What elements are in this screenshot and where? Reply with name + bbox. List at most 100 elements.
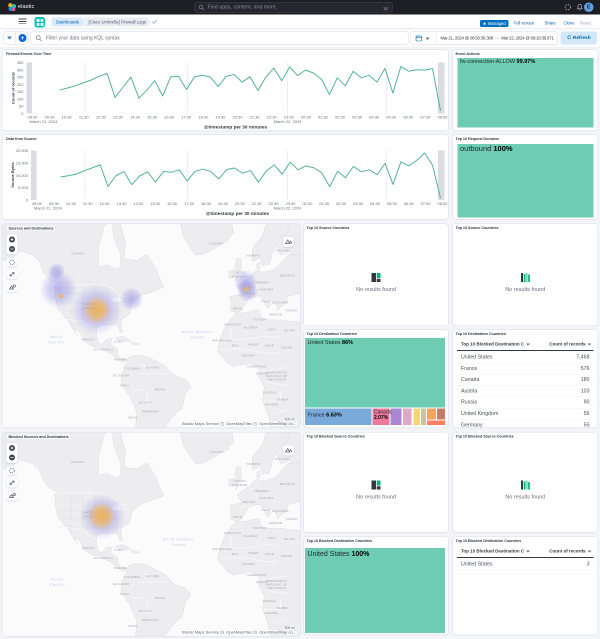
svg-text:12:30: 12:30: [96, 115, 107, 120]
svg-text:16:30: 16:30: [167, 201, 178, 206]
svg-text:GUATEMALA: GUATEMALA: [94, 556, 114, 560]
svg-text:SUDAN: SUDAN: [281, 554, 292, 558]
svg-text:ICELAND: ICELAND: [209, 450, 224, 454]
svg-text:GERMANY: GERMANY: [253, 489, 269, 493]
svg-text:ZAMBIA: ZAMBIA: [276, 606, 288, 610]
svg-text:Pacific: Pacific: [49, 341, 65, 345]
svg-text:THE CONGO: THE CONGO: [267, 378, 287, 382]
svg-text:FINLAND: FINLAND: [276, 457, 291, 461]
svg-text:GABON: GABON: [256, 580, 268, 584]
svg-text:14:30: 14:30: [130, 115, 141, 120]
svg-text:23:30: 23:30: [284, 115, 295, 120]
svg-text:300: 300: [17, 67, 24, 72]
svg-text:DEMOCRATIC: DEMOCRATIC: [266, 371, 288, 375]
svg-text:North: North: [50, 335, 62, 339]
svg-text:STATES: STATES: [82, 515, 94, 519]
svg-text:10:30: 10:30: [62, 115, 73, 120]
svg-text:NORWAY: NORWAY: [246, 254, 260, 258]
svg-text:MOROCCO: MOROCCO: [224, 531, 242, 535]
svg-text:GREECE: GREECE: [269, 521, 283, 525]
svg-text:FINLAND: FINLAND: [276, 249, 291, 253]
svg-text:09:30: 09:30: [45, 115, 56, 120]
svg-text:15:30: 15:30: [150, 201, 161, 206]
svg-text:ECUADOR: ECUADOR: [113, 582, 130, 586]
svg-text:North Atlantic: North Atlantic: [182, 330, 213, 334]
svg-text:NORWAY: NORWAY: [246, 462, 260, 466]
svg-text:06:30: 06:30: [404, 201, 415, 206]
svg-text:CAMEROON: CAMEROON: [247, 365, 266, 369]
svg-text:Source Bytes: Source Bytes: [10, 161, 15, 187]
svg-text:06:30: 06:30: [403, 115, 414, 120]
svg-text:05:30: 05:30: [386, 115, 397, 120]
svg-text:07:30: 07:30: [421, 201, 432, 206]
svg-text:COLOMBIA: COLOMBIA: [123, 575, 140, 579]
svg-text:CHAD: CHAD: [265, 344, 275, 348]
svg-text:350: 350: [17, 60, 24, 65]
svg-text:08:30: 08:30: [437, 115, 448, 120]
svg-text:20:30: 20:30: [235, 201, 246, 206]
svg-text:AUSTRIA: AUSTRIA: [259, 288, 273, 292]
svg-text:CHILE: CHILE: [128, 416, 138, 420]
svg-text:GUYANA: GUYANA: [146, 366, 159, 370]
svg-text:10,000: 10,000: [16, 173, 29, 178]
svg-text:11:30: 11:30: [79, 115, 89, 120]
svg-text:04:30: 04:30: [369, 115, 380, 120]
svg-text:0: 0: [26, 198, 29, 203]
svg-text:ITALY: ITALY: [261, 300, 270, 304]
svg-text:FRANCE: FRANCE: [242, 500, 255, 504]
svg-text:UNITED: UNITED: [233, 479, 246, 483]
svg-text:100: 100: [17, 96, 24, 101]
svg-text:SPAIN: SPAIN: [233, 307, 243, 311]
svg-text:TURKEY: TURKEY: [285, 309, 298, 313]
svg-text:BRAZIL: BRAZIL: [155, 596, 167, 600]
svg-text:CUBA: CUBA: [114, 548, 123, 552]
svg-text:KINGDOM: KINGDOM: [232, 275, 248, 279]
svg-text:5,000: 5,000: [18, 185, 29, 190]
svg-text:ZAMBIA: ZAMBIA: [276, 398, 288, 402]
svg-text:CHILE: CHILE: [128, 624, 138, 628]
svg-text:NIGER: NIGER: [248, 343, 259, 347]
svg-text:08:30: 08:30: [27, 115, 38, 120]
svg-text:BELARUS: BELARUS: [280, 482, 295, 486]
svg-text:EGYPT: EGYPT: [284, 537, 295, 541]
svg-text:DEMOCRATIC: DEMOCRATIC: [266, 579, 288, 583]
svg-text:PANAMA: PANAMA: [114, 566, 127, 570]
svg-text:TUNISIA: TUNISIA: [253, 526, 266, 530]
svg-text:MAURITANIA: MAURITANIA: [213, 547, 233, 551]
svg-text:15,000: 15,000: [16, 160, 29, 165]
svg-text:ITALY: ITALY: [261, 508, 270, 512]
svg-text:14:30: 14:30: [133, 201, 144, 206]
svg-text:ECUADOR: ECUADOR: [113, 374, 130, 378]
svg-text:@timestamp per 30 minutes: @timestamp per 30 minutes: [204, 125, 268, 131]
svg-text:Ocean: Ocean: [190, 336, 204, 340]
svg-text:@timestamp per 30 minutes: @timestamp per 30 minutes: [206, 211, 270, 217]
svg-text:MAURITANIA: MAURITANIA: [213, 339, 233, 343]
svg-text:BRAZIL: BRAZIL: [155, 388, 167, 392]
svg-text:MEXICO: MEXICO: [82, 338, 95, 342]
svg-text:LIBYA: LIBYA: [267, 328, 276, 332]
svg-text:GREECE: GREECE: [269, 313, 283, 317]
svg-text:MALI: MALI: [232, 552, 240, 556]
svg-text:UNITED: UNITED: [233, 271, 246, 275]
svg-text:08:30: 08:30: [32, 201, 43, 206]
svg-text:16:30: 16:30: [164, 115, 175, 120]
svg-text:GABON: GABON: [256, 372, 268, 376]
svg-text:20:30: 20:30: [232, 115, 243, 120]
svg-text:NAMIBIA: NAMIBIA: [265, 611, 278, 615]
svg-text:TUNISIA: TUNISIA: [253, 318, 266, 322]
svg-text:BULGARIA: BULGARIA: [272, 509, 288, 513]
svg-text:BULGARIA: BULGARIA: [272, 301, 288, 305]
svg-text:North: North: [51, 578, 63, 582]
svg-text:15:30: 15:30: [147, 115, 158, 120]
svg-text:EGYPT: EGYPT: [284, 329, 295, 333]
svg-text:ALGERIA: ALGERIA: [243, 326, 257, 330]
svg-text:12:30: 12:30: [100, 201, 111, 206]
svg-text:02:30: 02:30: [335, 115, 346, 120]
svg-text:04:30: 04:30: [370, 201, 381, 206]
svg-text:17:30: 17:30: [181, 115, 192, 120]
svg-text:ANGOLA: ANGOLA: [263, 599, 276, 603]
svg-text:LIBYA: LIBYA: [267, 536, 276, 540]
svg-text:Count of records: Count of records: [11, 71, 16, 104]
svg-text:50: 50: [19, 104, 24, 109]
svg-text:March 21, 2024: March 21, 2024: [30, 119, 59, 124]
